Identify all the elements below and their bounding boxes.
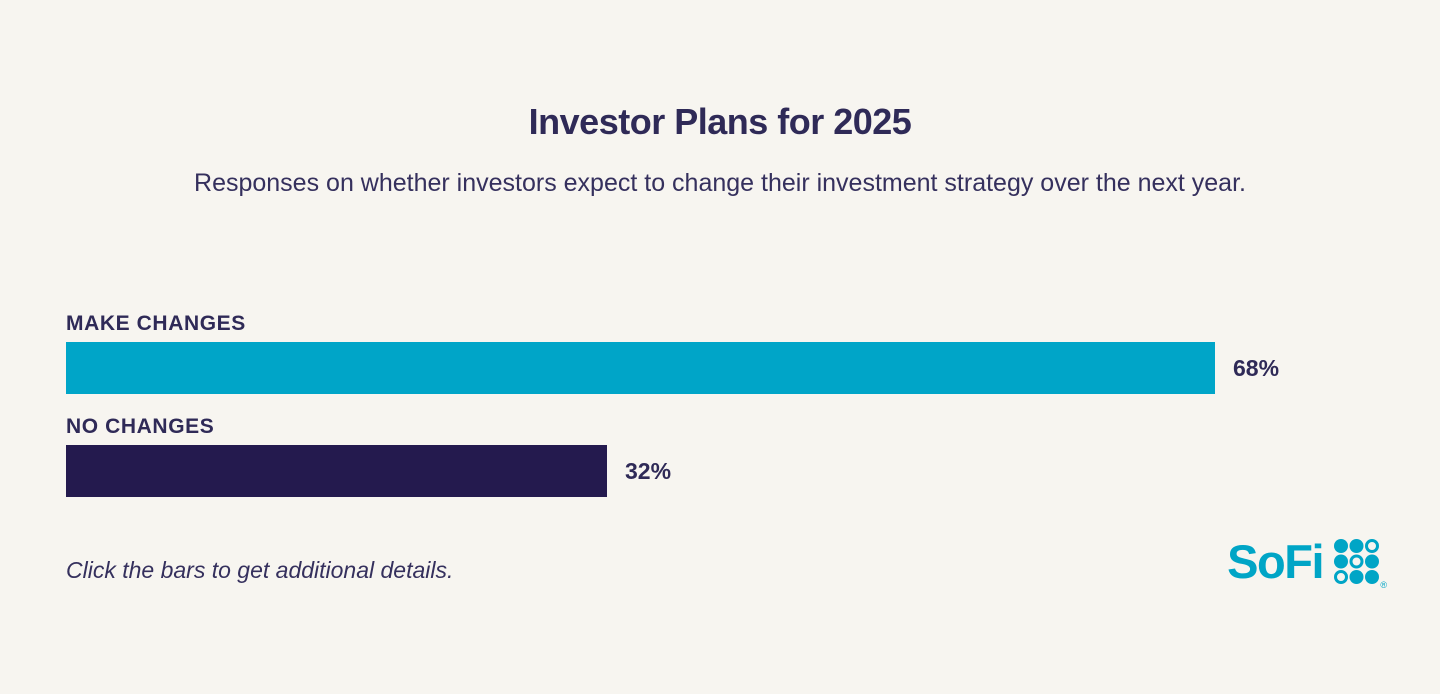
chart-subtitle: Responses on whether investors expect to… bbox=[194, 169, 1246, 197]
sofi-wordmark: SoFi bbox=[1227, 535, 1324, 588]
bar-no-changes[interactable] bbox=[66, 445, 607, 497]
chart-title: Investor Plans for 2025 bbox=[528, 101, 912, 142]
sofi-logo: SoFi ® bbox=[1227, 535, 1387, 590]
sofi-dot-grid-icon: ® bbox=[1333, 538, 1387, 590]
bar-value-label: 68% bbox=[1233, 354, 1280, 381]
bar-track: 32% bbox=[66, 445, 1386, 497]
footnote: Click the bars to get additional details… bbox=[66, 557, 454, 583]
bar-track: 68% bbox=[66, 342, 1386, 394]
bar-row: NO CHANGES 32% bbox=[66, 415, 1386, 497]
bar-category-label: NO CHANGES bbox=[66, 415, 215, 438]
bar-make-changes[interactable] bbox=[66, 342, 1215, 394]
bar-value-label: 32% bbox=[625, 457, 672, 484]
bar-category-label: MAKE CHANGES bbox=[66, 312, 246, 335]
bar-row: MAKE CHANGES 68% bbox=[66, 312, 1386, 394]
bar-chart: MAKE CHANGES 68% NO CHANGES 32% bbox=[66, 312, 1386, 497]
